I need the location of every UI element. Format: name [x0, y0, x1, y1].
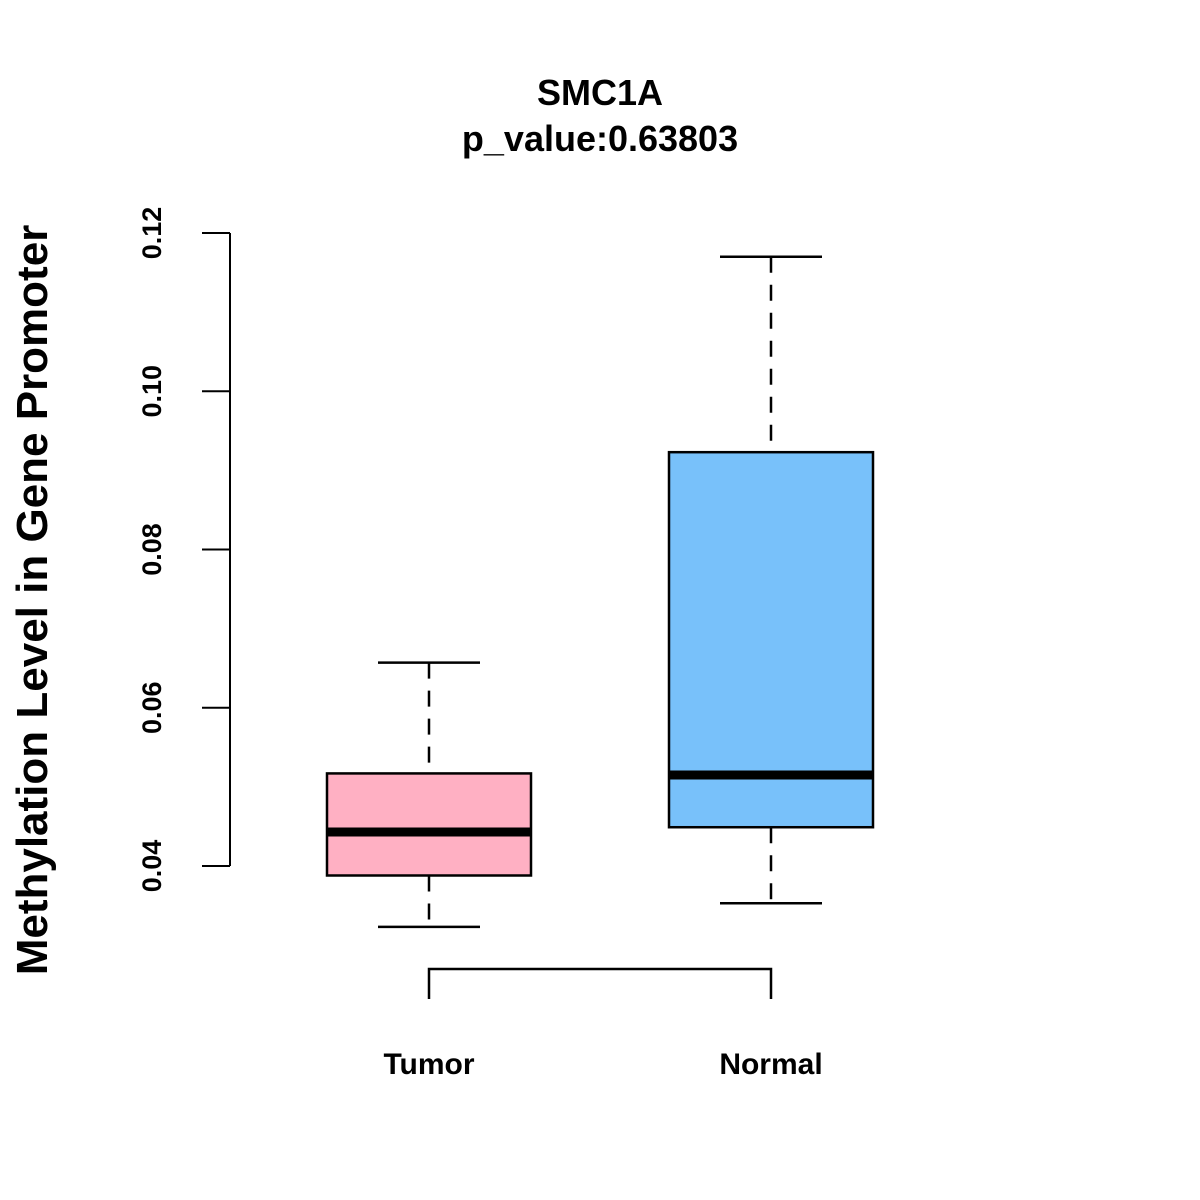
iqr-box	[325, 772, 533, 877]
boxes	[325, 255, 875, 929]
y-tick-label: 0.08	[137, 523, 167, 576]
y-tick-label: 0.10	[137, 365, 167, 418]
x-axis-labels: Tumor Normal	[383, 1048, 822, 1081]
comparison-bracket	[427, 967, 773, 999]
x-category-label-tumor: Tumor	[383, 1048, 474, 1081]
box-normal	[667, 255, 875, 905]
chart-title: SMC1A	[537, 72, 663, 113]
chart-subtitle: p_value:0.63803	[462, 118, 738, 159]
y-tick-label: 0.06	[137, 681, 167, 734]
y-axis: 0.04 0.06 0.08 0.10 0.12	[137, 207, 231, 893]
y-tick-label: 0.04	[137, 840, 167, 893]
x-category-label-normal: Normal	[719, 1048, 822, 1081]
bracket-line	[427, 967, 773, 999]
y-tick-label: 0.12	[137, 207, 167, 260]
iqr-box	[667, 450, 875, 829]
box-tumor	[325, 661, 533, 929]
y-axis-label: Methylation Level in Gene Promoter	[8, 225, 57, 976]
